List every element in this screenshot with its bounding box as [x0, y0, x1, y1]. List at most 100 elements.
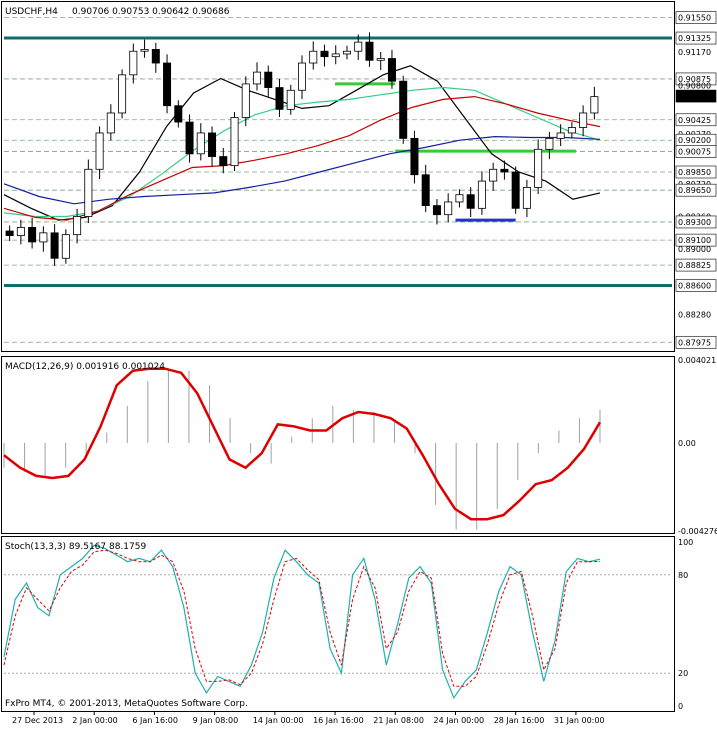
price-axis-label-box [675, 215, 717, 229]
price-candle-body [219, 156, 228, 167]
price-candle-body [331, 53, 340, 58]
price-candle-body [534, 148, 543, 188]
price-candle-body [84, 168, 93, 217]
price-moving-average-line [3, 135, 601, 205]
price-candle-body [342, 50, 351, 55]
price-axis-label-box [675, 279, 717, 292]
stoch-axis-label: 20 [678, 669, 688, 678]
price-candle-body [286, 89, 295, 110]
price-axis-label: 0.90686 [678, 92, 711, 101]
price-candle-body [466, 194, 475, 209]
price-candle-body [129, 50, 138, 76]
stoch-axis-label: 0 [678, 702, 683, 711]
price-candle-body [196, 132, 205, 155]
time-axis-label: 24 Jan 00:00 [433, 716, 484, 725]
macd-signal-line [3, 367, 602, 521]
stoch-axis-label: 100 [678, 538, 693, 547]
stoch-main-line [3, 544, 601, 700]
time-axis-label: 27 Dec 2013 [12, 716, 63, 725]
price-axis-label: 0.87975 [678, 338, 711, 347]
price-axis-label-box [675, 165, 717, 179]
macd-axis-label: 0.00 [678, 439, 696, 448]
time-axis-label: 16 Jan 16:00 [313, 716, 364, 725]
price-candle-body [399, 80, 408, 139]
price-candle-body [421, 174, 430, 207]
price-candle-body [140, 49, 149, 52]
price-axis-label: 0.90425 [678, 116, 711, 125]
price-candle-body [444, 201, 453, 216]
price-axis-label: 0.91170 [678, 48, 711, 57]
stoch-panel [3, 544, 672, 700]
price-axis-label: 0.90075 [678, 148, 711, 157]
macd-title: MACD(12,26,9) 0.001916 0.001024 [5, 362, 165, 372]
price-axis-label: 0.89650 [678, 186, 711, 195]
price-candle-body [376, 58, 385, 61]
price-candle-body [61, 234, 70, 259]
price-candle-body [387, 58, 396, 82]
time-axis-label: 6 Jan 16:00 [132, 716, 178, 725]
axes: 0.91550 0.91325 0.91170 0.908750.908000.906… [12, 11, 717, 725]
macd-axis-label: -0.004276 [678, 527, 717, 536]
macd-panel [3, 367, 602, 530]
price-axis-label-box [675, 11, 717, 24]
price-candle-body [590, 96, 599, 114]
price-candle-body [174, 105, 183, 123]
price-axis-label-box [675, 233, 717, 247]
price-axis-label: 0.90200 [678, 136, 711, 145]
price-candle-body [298, 62, 306, 91]
panel-frames [1, 1, 675, 712]
price-candle-body [95, 132, 104, 170]
price-axis-label-box [675, 113, 717, 127]
price-candle-body [365, 41, 374, 61]
price-candle-body [511, 171, 520, 209]
price-candle-body [432, 205, 441, 216]
symbol-header: USDCHF,H4 [5, 7, 58, 17]
time-axis-label: 21 Jan 08:00 [373, 716, 424, 725]
time-axis-label: 9 Jan 08:00 [193, 716, 239, 725]
price-axis-label-box [675, 258, 717, 272]
price-axis-label: 0.90800 [678, 82, 711, 91]
price-axis-label: 0.88600 [678, 282, 711, 291]
price-candle-body [163, 62, 172, 107]
price-candle-body [410, 138, 419, 176]
price-axis-label-box [675, 183, 717, 197]
price-panel [3, 17, 672, 343]
price-axis-label: 0.88825 [678, 261, 711, 270]
time-axis-label: 28 Jan 16:00 [494, 716, 545, 725]
macd-panel-frame [1, 356, 675, 534]
stoch-title: Stoch(13,3,3) 89.5167 88.1759 [5, 542, 146, 552]
time-axis-label: 31 Jan 00:00 [554, 716, 605, 725]
copyright-text: FxPro MT4, © 2001-2013, MetaQuotes Softw… [5, 699, 248, 709]
price-candle-body [354, 41, 363, 52]
price-candle-body [253, 71, 262, 85]
price-candle-body [5, 230, 14, 236]
price-candle-body [522, 187, 531, 209]
price-panel-frame [1, 1, 675, 352]
stoch-axis-label: 80 [678, 571, 688, 580]
ohlc-header: 0.90706 0.90753 0.90642 0.90686 [72, 7, 230, 17]
price-candle-body [73, 216, 82, 236]
price-candle-body [455, 194, 464, 203]
price-axis-label-box [675, 145, 717, 158]
price-axis-label: 0.91550 [678, 14, 711, 23]
price-candle-body [320, 50, 329, 58]
price-axis-label: 0.91325 [678, 34, 711, 43]
price-candle-body [500, 168, 509, 173]
time-axis-label: 2 Jan 00:00 [72, 716, 118, 725]
price-axis-label-box [675, 89, 717, 103]
price-candle-body [50, 232, 59, 259]
price-moving-average-line [3, 95, 601, 221]
price-axis-label: 0.90875 [678, 75, 711, 84]
price-candle-body [309, 50, 318, 64]
price-axis-label: 0.89850 [678, 168, 711, 177]
price-axis-label-box [675, 335, 717, 349]
price-axis-label-box [675, 72, 717, 86]
price-candle-body [579, 112, 588, 128]
stoch-panel-frame [1, 536, 675, 712]
price-candle-body [275, 87, 284, 110]
price-candle-body [39, 232, 48, 243]
price-moving-average-line [3, 65, 601, 221]
price-candle-body [230, 117, 239, 167]
price-axis-label: 0.88280 [678, 311, 711, 320]
